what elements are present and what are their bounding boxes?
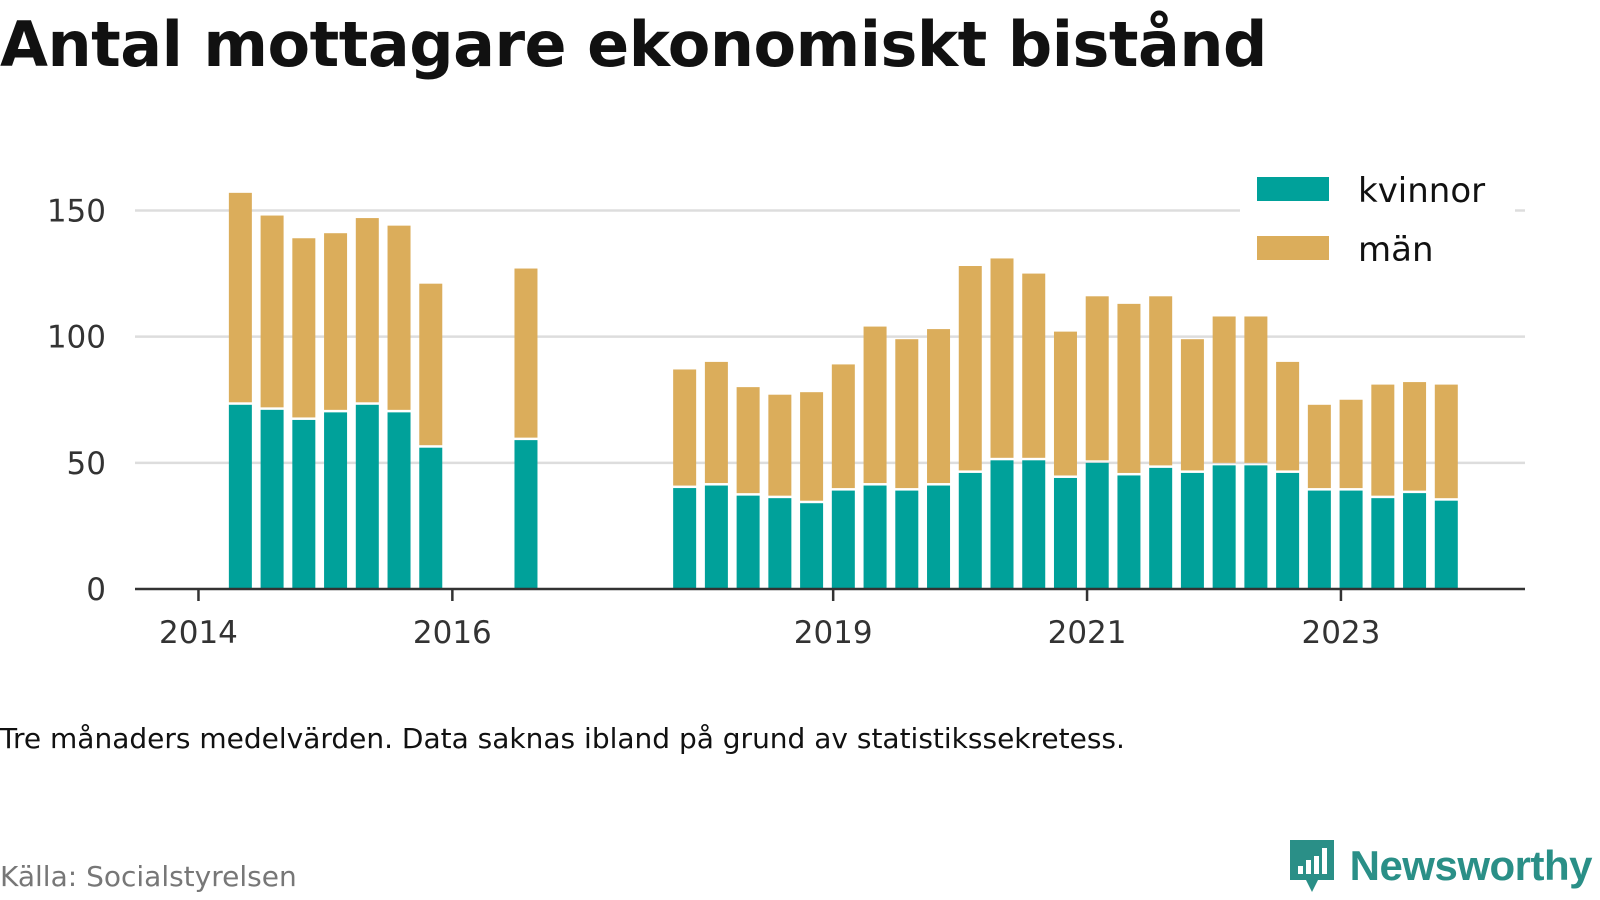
bar-kvinnor [1149, 467, 1173, 589]
bar-kvinnor [292, 419, 316, 589]
bar-man [514, 268, 538, 438]
bar-man [1180, 339, 1204, 471]
bar-man [863, 326, 887, 484]
bar-kvinnor [673, 488, 697, 589]
bar-man [228, 192, 252, 403]
bar-kvinnor [355, 404, 379, 589]
bar-kvinnor [927, 485, 951, 589]
legend-swatch-kvinnor [1257, 177, 1329, 201]
bar-man [990, 258, 1014, 458]
bar-man [1117, 303, 1141, 473]
chart-title: Antal mottagare ekonomiskt bistånd [0, 8, 1267, 81]
bar-man [292, 238, 316, 418]
bar-kvinnor [1371, 498, 1395, 589]
legend-label-kvinnor: kvinnor [1358, 171, 1485, 211]
bar-man [1307, 404, 1331, 489]
bar-kvinnor [1117, 475, 1141, 589]
bar-kvinnor [260, 409, 284, 589]
bar-man [673, 369, 697, 486]
legend-swatch-man [1257, 236, 1329, 260]
bar-kvinnor [800, 503, 824, 589]
bar-kvinnor [704, 485, 728, 589]
bar-kvinnor [1339, 490, 1363, 589]
bar-kvinnor [1085, 462, 1109, 589]
bar-kvinnor [990, 460, 1014, 589]
bar-man [324, 233, 348, 410]
bar-man [1085, 296, 1109, 461]
bar-kvinnor [1180, 472, 1204, 589]
bar-kvinnor [1276, 472, 1300, 589]
chart: 0 50 100 150 2014 2016 2019 2021 2023 kvinnor mä… [46, 164, 1525, 651]
bar-kvinnor [419, 447, 443, 589]
bar-man [260, 215, 284, 408]
bar-man [1339, 399, 1363, 489]
bar-man [355, 218, 379, 403]
bar-man [927, 329, 951, 484]
bar-kvinnor [1053, 477, 1077, 589]
newsworthy-logo-icon [1289, 840, 1334, 892]
axis-layer: 0 50 100 150 2014 2016 2019 2021 2023 [47, 194, 1525, 651]
bar-kvinnor [1244, 465, 1268, 589]
bar-man [1276, 361, 1300, 471]
bar-man [1403, 382, 1427, 491]
bar-kvinnor [863, 485, 887, 589]
bar-man [831, 364, 855, 489]
bar-man [704, 361, 728, 484]
bar-man [387, 225, 411, 410]
x-tick-label: 2021 [1048, 615, 1127, 651]
y-tick-label: 0 [86, 572, 106, 608]
bar-kvinnor [895, 490, 919, 589]
y-tick-label: 50 [67, 446, 106, 482]
x-tick-label: 2023 [1301, 615, 1380, 651]
x-tick-label: 2016 [413, 615, 492, 651]
bar-kvinnor [958, 472, 982, 589]
bar-man [800, 392, 824, 501]
bar-kvinnor [1307, 490, 1331, 589]
bar-kvinnor [1022, 460, 1046, 589]
bars-layer [228, 192, 1458, 589]
bar-man [1149, 296, 1173, 466]
source-label: Källa: Socialstyrelsen [0, 860, 297, 893]
chart-note: Tre månaders medelvärden. Data saknas ib… [0, 722, 1125, 755]
bar-kvinnor [1212, 465, 1236, 589]
bar-kvinnor [514, 440, 538, 589]
legend-label-man: män [1358, 230, 1434, 270]
bar-man [958, 266, 982, 471]
x-tick-label: 2014 [159, 615, 238, 651]
brand-logo: Newsworthy [1286, 836, 1593, 896]
bar-kvinnor [1403, 493, 1427, 589]
bar-kvinnor [324, 412, 348, 589]
bar-man [1434, 384, 1458, 499]
bar-kvinnor [768, 498, 792, 589]
bar-kvinnor [736, 495, 760, 589]
bar-man [1022, 273, 1046, 458]
bar-kvinnor [1434, 500, 1458, 589]
bar-man [1212, 316, 1236, 463]
bar-kvinnor [831, 490, 855, 589]
bar-man [419, 283, 443, 446]
x-tick-label: 2019 [794, 615, 873, 651]
bar-man [895, 339, 919, 489]
bar-man [1053, 331, 1077, 476]
bar-man [1371, 384, 1395, 496]
y-tick-label: 100 [47, 320, 106, 356]
bar-kvinnor [228, 404, 252, 589]
legend: kvinnor män [1240, 164, 1515, 270]
bar-man [768, 394, 792, 496]
brand-name: Newsworthy [1349, 842, 1593, 889]
y-tick-label: 150 [47, 194, 106, 230]
bar-kvinnor [387, 412, 411, 589]
bar-man [736, 387, 760, 494]
bar-man [1244, 316, 1268, 463]
